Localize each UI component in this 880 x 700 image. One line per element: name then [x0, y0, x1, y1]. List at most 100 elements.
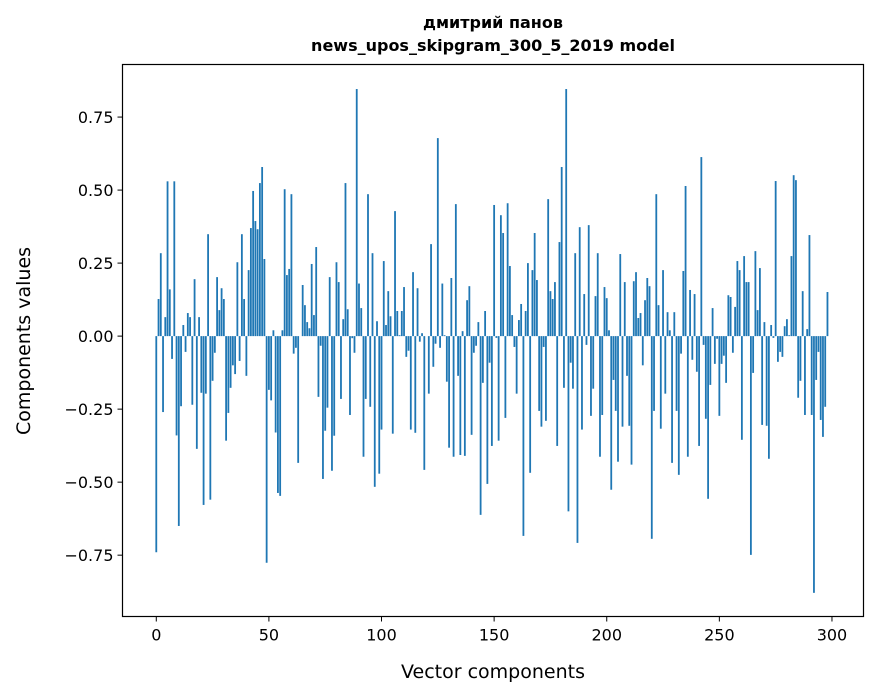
bar-141 — [473, 336, 475, 353]
bar-228 — [669, 330, 671, 336]
bar-60 — [291, 194, 293, 336]
bar-92 — [363, 336, 365, 457]
bar-270 — [763, 322, 765, 336]
bar-217 — [644, 300, 646, 336]
bar-172 — [543, 336, 545, 347]
bar-30 — [223, 299, 225, 336]
bar-58 — [286, 275, 288, 336]
bar-28 — [218, 310, 220, 336]
y-tick-label: −0.75 — [64, 546, 113, 565]
bar-164 — [525, 311, 527, 336]
bar-98 — [376, 321, 378, 336]
bar-193 — [590, 336, 592, 416]
bar-286 — [800, 336, 802, 381]
bar-292 — [813, 336, 815, 593]
bar-54 — [277, 336, 279, 493]
bar-109 — [401, 311, 403, 336]
bar-83 — [342, 319, 344, 336]
bar-191 — [586, 336, 588, 345]
bar-219 — [649, 286, 651, 336]
bar-26 — [214, 336, 216, 353]
bar-166 — [529, 336, 531, 473]
bar-96 — [372, 253, 374, 336]
bar-160 — [516, 336, 518, 394]
y-tick-label: −0.25 — [64, 400, 113, 419]
bar-150 — [493, 205, 495, 336]
bar-280 — [786, 319, 788, 336]
x-tick-label: 50 — [259, 626, 279, 645]
bar-176 — [552, 299, 554, 336]
x-tick-label: 250 — [704, 626, 735, 645]
bar-89 — [356, 89, 358, 336]
bar-221 — [653, 336, 655, 411]
bar-47 — [261, 167, 263, 336]
bar-118 — [421, 333, 423, 336]
bar-116 — [417, 288, 419, 336]
bar-268 — [759, 268, 761, 336]
bar-5 — [167, 181, 169, 336]
bar-296 — [822, 336, 824, 437]
bar-34 — [232, 336, 234, 365]
bar-178 — [556, 336, 558, 446]
bar-115 — [414, 336, 416, 433]
bar-261 — [743, 256, 745, 336]
bar-247 — [712, 308, 714, 336]
bar-214 — [637, 318, 639, 336]
bar-182 — [565, 89, 567, 336]
bar-97 — [374, 336, 376, 487]
bar-129 — [446, 336, 448, 382]
bar-33 — [230, 336, 232, 388]
bar-173 — [545, 336, 547, 421]
bar-223 — [658, 305, 660, 336]
bar-234 — [682, 271, 684, 336]
bar-75 — [324, 336, 326, 431]
bar-242 — [700, 157, 702, 336]
bar-25 — [212, 336, 214, 381]
bar-205 — [617, 336, 619, 462]
bar-259 — [739, 270, 741, 336]
bar-272 — [768, 336, 770, 459]
bar-37 — [239, 336, 241, 361]
bar-117 — [419, 336, 421, 342]
bar-40 — [245, 336, 247, 376]
bar-78 — [331, 336, 333, 471]
bar-94 — [367, 194, 369, 336]
bar-266 — [754, 251, 756, 336]
bar-225 — [662, 270, 664, 336]
bar-22 — [205, 336, 207, 394]
bar-245 — [707, 336, 709, 499]
bar-250 — [718, 336, 720, 416]
bar-39 — [243, 299, 245, 336]
y-tick-label: 0.00 — [78, 327, 114, 346]
bar-206 — [619, 254, 621, 336]
bar-186 — [574, 253, 576, 336]
bar-126 — [439, 336, 441, 348]
bar-249 — [716, 336, 718, 339]
bar-88 — [354, 336, 356, 353]
bar-260 — [741, 336, 743, 440]
bar-143 — [477, 322, 479, 336]
bar-185 — [572, 336, 574, 389]
bar-156 — [507, 203, 509, 336]
bar-256 — [732, 336, 734, 353]
bar-46 — [259, 183, 261, 336]
bar-232 — [678, 336, 680, 475]
bar-149 — [491, 336, 493, 446]
bar-289 — [806, 329, 808, 336]
bar-246 — [709, 336, 711, 385]
bar-181 — [563, 336, 565, 388]
bar-147 — [486, 336, 488, 484]
bar-53 — [275, 336, 277, 432]
bar-279 — [784, 326, 786, 336]
bar-265 — [752, 336, 754, 373]
bar-142 — [475, 336, 477, 346]
bar-233 — [680, 336, 682, 354]
bar-9 — [176, 336, 178, 435]
bar-218 — [646, 278, 648, 336]
bar-284 — [795, 180, 797, 336]
bar-192 — [588, 225, 590, 336]
bar-67 — [306, 322, 308, 336]
bar-216 — [642, 336, 644, 365]
bar-61 — [293, 336, 295, 354]
